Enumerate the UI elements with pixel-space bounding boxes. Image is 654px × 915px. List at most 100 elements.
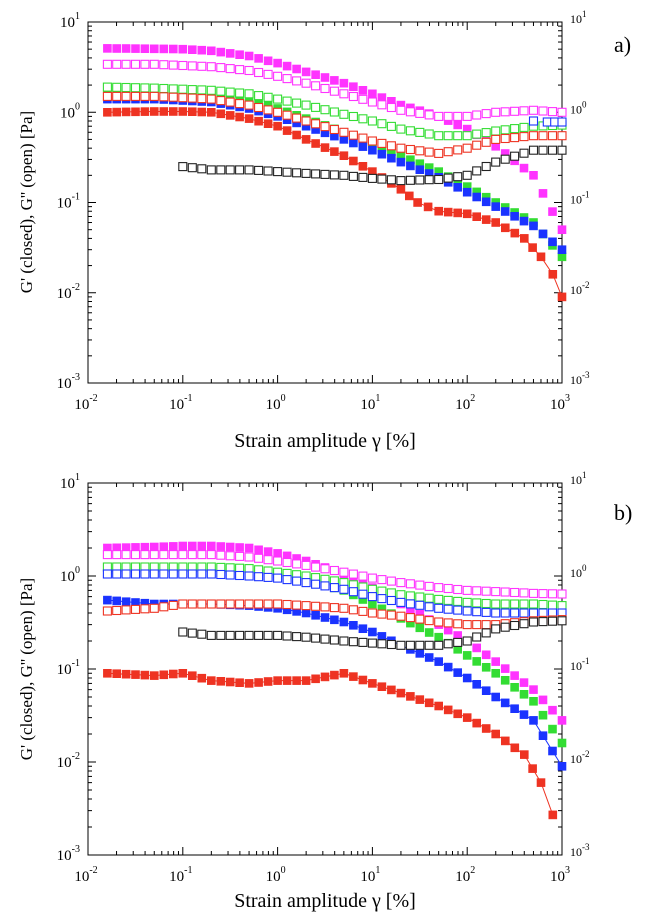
data-point-filled xyxy=(462,713,472,722)
data-point-open xyxy=(443,147,453,157)
x-tick-label: 101 xyxy=(360,393,380,413)
data-point-filled xyxy=(169,107,178,116)
data-point-open xyxy=(386,121,396,131)
data-point-open xyxy=(358,172,368,182)
data-point-filled xyxy=(404,191,414,201)
data-series xyxy=(102,599,567,630)
data-point-open xyxy=(130,604,141,614)
data-point-open xyxy=(121,550,131,560)
data-point-filled xyxy=(557,738,567,748)
data-point-filled xyxy=(159,107,169,116)
y-tick-label-right: 10-3 xyxy=(570,842,590,859)
x-tick-label: 10-1 xyxy=(169,865,192,885)
data-point-filled xyxy=(491,668,501,678)
data-point-open xyxy=(235,551,245,561)
data-point-open xyxy=(112,91,122,101)
data-point-open xyxy=(254,165,264,175)
data-point-filled xyxy=(159,542,169,552)
data-point-open xyxy=(348,569,358,579)
data-point-open xyxy=(557,616,567,626)
data-point-open xyxy=(273,107,283,117)
data-point-open xyxy=(225,64,235,74)
data-point-open xyxy=(178,599,188,609)
data-point-open xyxy=(187,550,197,560)
data-point-open xyxy=(339,170,349,180)
data-point-open xyxy=(168,600,178,610)
data-point-filled xyxy=(387,685,396,695)
data-point-open xyxy=(235,88,245,98)
data-point-filled xyxy=(557,292,567,302)
data-point-filled xyxy=(462,673,472,683)
data-point-filled xyxy=(131,44,140,53)
data-point-filled xyxy=(349,672,358,681)
data-point-open xyxy=(377,138,387,148)
data-point-filled xyxy=(121,107,131,117)
data-point-filled xyxy=(491,729,501,739)
data-point-open xyxy=(187,61,197,71)
data-point-filled xyxy=(472,643,482,653)
data-point-open xyxy=(273,94,283,104)
data-point-open xyxy=(415,592,425,602)
data-point-filled xyxy=(320,613,330,622)
data-point-filled xyxy=(387,153,396,163)
data-point-filled xyxy=(510,743,520,753)
data-point-filled xyxy=(282,61,292,71)
data-point-open xyxy=(377,586,387,596)
data-point-open xyxy=(311,562,321,572)
data-point-filled xyxy=(216,109,226,119)
y-tick-label-right: 100 xyxy=(570,563,587,580)
data-point-open xyxy=(187,163,197,173)
series-a xyxy=(102,44,567,302)
data-point-filled xyxy=(415,649,425,658)
data-point-open xyxy=(443,604,453,614)
data-series xyxy=(102,82,567,141)
data-point-open xyxy=(329,107,339,117)
data-point-filled xyxy=(368,145,377,155)
data-point-filled xyxy=(339,668,349,678)
data-point-open xyxy=(263,166,273,176)
data-point-filled xyxy=(169,44,178,54)
data-point-open xyxy=(329,565,339,576)
data-point-filled xyxy=(519,750,529,759)
data-point-open xyxy=(329,603,339,613)
data-point-filled xyxy=(225,49,235,58)
data-point-open xyxy=(216,96,226,106)
data-point-open xyxy=(367,97,377,107)
data-point-open xyxy=(301,560,311,570)
data-point-filled xyxy=(207,46,216,56)
data-point-filled xyxy=(519,689,529,699)
data-point-open xyxy=(206,630,216,640)
data-point-filled xyxy=(538,189,548,198)
data-point-open xyxy=(311,81,321,91)
data-point-open xyxy=(453,637,463,647)
data-point-filled xyxy=(282,676,292,685)
data-point-open xyxy=(500,622,510,632)
data-point-filled xyxy=(548,207,557,216)
data-point-open xyxy=(339,636,349,646)
data-point-open xyxy=(443,639,453,649)
data-point-open xyxy=(510,599,520,609)
data-point-open xyxy=(197,550,207,560)
data-point-open xyxy=(273,167,283,177)
data-point-open xyxy=(149,83,159,93)
y-tick-label-right: 10-1 xyxy=(570,656,590,673)
data-point-filled xyxy=(121,669,131,679)
data-point-open xyxy=(367,608,377,618)
data-point-filled xyxy=(500,736,510,746)
data-point-filled xyxy=(538,229,548,239)
y-tick-label-right: 10-1 xyxy=(570,190,590,207)
data-point-open xyxy=(216,569,226,580)
data-point-open xyxy=(443,595,453,605)
data-point-open xyxy=(292,632,302,642)
data-point-open xyxy=(443,111,453,121)
data-point-open xyxy=(225,599,235,609)
data-point-open xyxy=(320,83,330,94)
data-point-open xyxy=(235,570,245,581)
data-point-open xyxy=(178,550,188,560)
data-point-open xyxy=(377,594,387,604)
data-point-open xyxy=(557,131,567,141)
y-tick-label: 101 xyxy=(60,11,80,31)
data-point-filled xyxy=(377,632,387,641)
data-point-open xyxy=(367,136,377,146)
data-point-filled xyxy=(207,108,216,117)
